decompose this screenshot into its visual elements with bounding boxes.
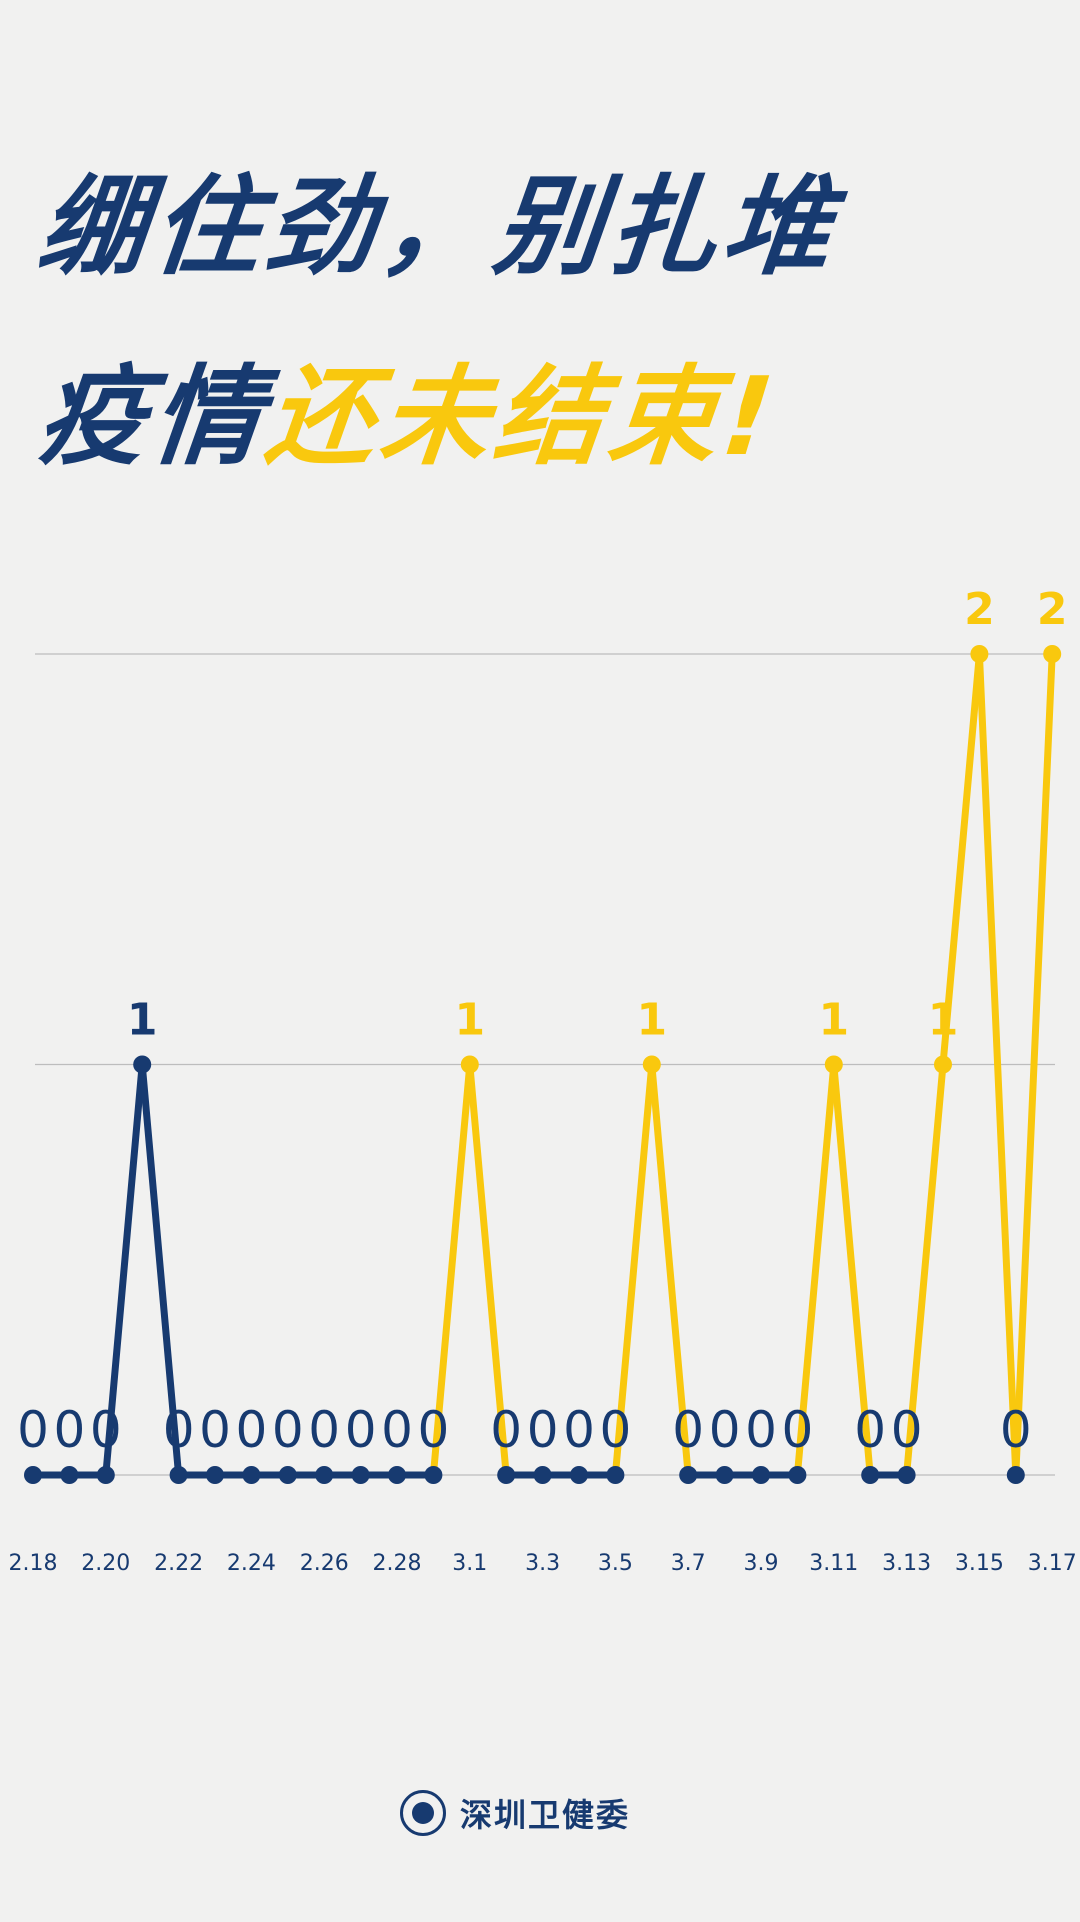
data-point (1006, 1466, 1025, 1484)
data-point (606, 1466, 625, 1484)
data-label: 0 (563, 1401, 595, 1459)
data-point (970, 645, 989, 663)
data-point (96, 1466, 115, 1484)
data-label: 0 (490, 1401, 522, 1459)
data-label: 1 (127, 995, 158, 1046)
x-tick-label: 2.28 (373, 1551, 422, 1576)
data-label: 2 (964, 584, 995, 635)
data-label: 0 (527, 1401, 559, 1459)
data-label: 2 (1037, 584, 1068, 635)
footer: 深圳卫健委 (400, 1790, 630, 1836)
data-point (206, 1466, 224, 1484)
line-segment (793, 1061, 838, 1479)
data-label: 0 (345, 1401, 377, 1459)
x-tick-label: 3.3 (525, 1551, 560, 1576)
data-label: 0 (163, 1401, 195, 1459)
x-tick-label: 3.15 (955, 1551, 1004, 1576)
data-point (278, 1466, 297, 1484)
data-point (460, 1055, 479, 1074)
x-tick-label: 2.22 (154, 1551, 203, 1576)
data-point (861, 1466, 880, 1484)
data-label: 0 (854, 1401, 886, 1459)
data-label: 0 (53, 1401, 85, 1459)
data-point (824, 1055, 843, 1074)
data-label: 0 (781, 1401, 813, 1459)
x-tick-label: 3.11 (809, 1551, 858, 1576)
data-label: 1 (818, 995, 849, 1046)
line-segment (903, 1061, 947, 1479)
data-label: 0 (199, 1401, 231, 1459)
x-tick-label: 3.1 (452, 1551, 487, 1576)
x-tick-label: 2.26 (300, 1551, 349, 1576)
data-point (679, 1466, 698, 1484)
data-point (934, 1055, 952, 1074)
x-tick-label: 3.17 (1028, 1551, 1077, 1576)
data-point (424, 1466, 443, 1484)
data-label: 0 (381, 1401, 413, 1459)
data-point (570, 1466, 588, 1484)
x-tick-label: 3.5 (598, 1551, 633, 1576)
data-point (752, 1466, 770, 1484)
x-tick-label: 3.13 (882, 1551, 931, 1576)
data-label: 1 (928, 995, 959, 1046)
data-point (533, 1466, 552, 1484)
data-point (242, 1466, 261, 1484)
x-tick-label: 3.7 (671, 1551, 706, 1576)
data-point (133, 1055, 152, 1074)
data-label: 1 (454, 995, 485, 1046)
line-segment (466, 1061, 510, 1479)
data-point (24, 1466, 42, 1484)
x-tick-label: 3.9 (744, 1551, 779, 1576)
szhc-logo-icon (400, 1790, 446, 1836)
x-tick-label: 2.18 (9, 1551, 58, 1576)
line-segment (939, 650, 983, 1068)
data-point (497, 1466, 516, 1484)
data-point (169, 1466, 188, 1484)
data-label: 0 (90, 1401, 122, 1459)
line-segment (611, 1061, 656, 1479)
x-tick-label: 2.24 (227, 1551, 276, 1576)
data-label: 0 (745, 1401, 777, 1459)
line-segment (102, 1061, 146, 1479)
line-segment (429, 1061, 474, 1479)
data-point (315, 1466, 334, 1484)
data-label: 0 (709, 1401, 741, 1459)
line-segment (1012, 650, 1056, 1479)
data-point (388, 1466, 406, 1484)
data-label: 0 (308, 1401, 340, 1459)
data-label: 0 (672, 1401, 704, 1459)
data-point (715, 1466, 734, 1484)
line-segment (138, 1061, 183, 1479)
data-label: 1 (636, 995, 667, 1046)
data-label: 0 (17, 1401, 49, 1459)
line-segment (648, 1061, 692, 1479)
x-tick-label: 2.20 (81, 1551, 130, 1576)
line-segment (975, 650, 1020, 1479)
line-segment (830, 1061, 874, 1479)
data-point (1043, 645, 1062, 663)
data-point (351, 1466, 370, 1484)
data-point (897, 1466, 916, 1484)
data-label: 0 (235, 1401, 267, 1459)
data-label: 0 (599, 1401, 631, 1459)
data-point (642, 1055, 661, 1074)
data-label: 0 (272, 1401, 304, 1459)
data-label: 0 (891, 1401, 923, 1459)
org-name: 深圳卫健委 (460, 1796, 631, 1834)
data-label: 0 (417, 1401, 449, 1459)
data-point (788, 1466, 807, 1484)
data-label: 0 (1000, 1401, 1032, 1459)
data-point (60, 1466, 79, 1484)
